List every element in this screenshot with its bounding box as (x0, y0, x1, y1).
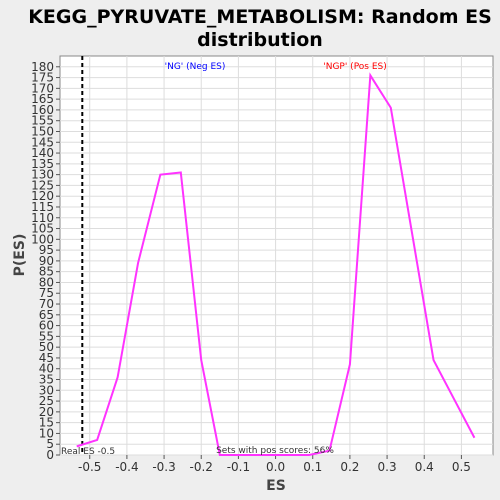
y-tick-label: 5 (46, 437, 54, 451)
x-tick-label: 0.4 (415, 460, 434, 474)
y-tick-label: 15 (39, 416, 54, 430)
y-tick-label: 100 (31, 232, 54, 246)
y-tick-label: 170 (31, 81, 54, 95)
y-tick-label: 140 (31, 146, 54, 160)
y-tick-label: 70 (39, 297, 54, 311)
x-tick-label: 0.3 (378, 460, 397, 474)
y-tick-label: 135 (31, 157, 54, 171)
x-tick-label: 0.0 (266, 460, 285, 474)
y-tick-label: 125 (31, 178, 54, 192)
y-tick-label: 180 (31, 60, 54, 74)
y-axis: 0510152025303540455055606570758085909510… (31, 60, 60, 462)
real-es-label: Real ES -0.5 (61, 447, 115, 457)
y-tick-label: 50 (39, 340, 54, 354)
plot-area (59, 55, 494, 456)
y-tick-label: 45 (39, 351, 54, 365)
y-tick-label: 35 (39, 373, 54, 387)
y-tick-label: 120 (31, 189, 54, 203)
y-tick-label: 60 (39, 319, 54, 333)
y-tick-label: 30 (39, 383, 54, 397)
y-tick-label: 20 (39, 405, 54, 419)
y-tick-label: 0 (46, 448, 54, 462)
y-tick-label: 40 (39, 362, 54, 376)
x-tick-label: 0.5 (452, 460, 471, 474)
chart-title-line1: KEGG_PYRUVATE_METABOLISM: Random ES (28, 6, 492, 28)
y-tick-label: 160 (31, 103, 54, 117)
y-tick-label: 85 (39, 265, 54, 279)
x-tick-label: -0.4 (115, 460, 138, 474)
x-tick-label: -0.2 (190, 460, 213, 474)
x-axis-label: ES (266, 478, 286, 494)
y-tick-label: 95 (39, 243, 54, 257)
x-tick-label: -0.3 (152, 460, 175, 474)
y-tick-label: 10 (39, 426, 54, 440)
y-tick-label: 25 (39, 394, 54, 408)
series-line (76, 72, 476, 456)
y-tick-label: 65 (39, 308, 54, 322)
y-tick-label: 90 (39, 254, 54, 268)
y-tick-label: 80 (39, 275, 54, 289)
neg-es-label: 'NG' (Neg ES) (165, 62, 226, 72)
y-tick-label: 175 (31, 71, 54, 85)
y-tick-label: 165 (31, 92, 54, 106)
y-tick-label: 55 (39, 329, 54, 343)
y-tick-label: 75 (39, 286, 54, 300)
y-tick-label: 150 (31, 124, 54, 138)
x-axis: -0.5 -0.4 -0.3 -0.2 -0.1 0.0 0.1 0.2 0.3 0.4 0.5 (78, 455, 471, 474)
y-tick-label: 110 (31, 211, 54, 225)
y-tick-label: 145 (31, 135, 54, 149)
x-tick-label: -0.1 (227, 460, 250, 474)
chart-title-line2: distribution (197, 29, 323, 51)
x-tick-label: 0.2 (340, 460, 359, 474)
y-axis-label: P(ES) (12, 234, 28, 277)
x-tick-label: 0.1 (303, 460, 322, 474)
y-tick-label: 155 (31, 114, 54, 128)
y-tick-label: 115 (31, 200, 54, 214)
pos-scores-label: Sets with pos scores: 56% (216, 446, 334, 456)
x-tick-label: -0.5 (78, 460, 101, 474)
y-tick-label: 130 (31, 168, 54, 182)
y-tick-label: 105 (31, 222, 54, 236)
grid-lines (60, 56, 493, 456)
pos-es-label: 'NGP' (Pos ES) (323, 62, 387, 72)
